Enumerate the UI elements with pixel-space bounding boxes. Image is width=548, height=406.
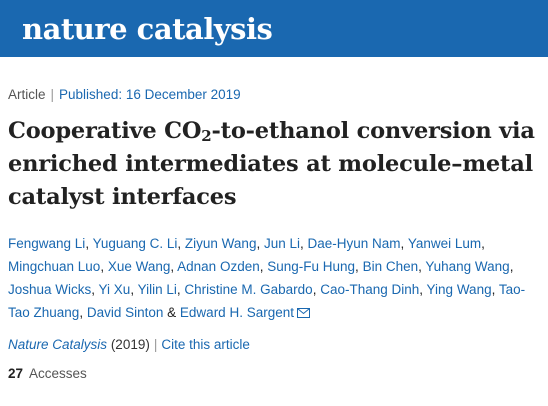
- journal-year: (2019): [110, 337, 150, 352]
- author-link[interactable]: Dae-Hyun Nam: [307, 236, 401, 251]
- published-label: Published:: [59, 87, 123, 102]
- author-separator: ,: [481, 236, 485, 251]
- author-separator: ,: [170, 259, 178, 274]
- cite-this-article-link[interactable]: Cite this article: [161, 337, 250, 352]
- author-link[interactable]: Adnan Ozden: [177, 259, 260, 274]
- author-separator: ,: [400, 236, 408, 251]
- author-link[interactable]: Jun Li: [263, 236, 300, 251]
- author-separator: ,: [491, 282, 499, 297]
- site-header: nature catalysis: [0, 0, 548, 57]
- author-separator: ,: [85, 236, 93, 251]
- author-separator: ,: [259, 259, 268, 274]
- author-link[interactable]: Joshua Wicks: [8, 282, 92, 297]
- author-link[interactable]: Ziyun Wang: [184, 236, 257, 251]
- journal-citation-line: Nature Catalysis (2019) | Cite this articl…: [8, 337, 541, 352]
- author-list: Fengwang Li, Yuguang C. Li, Ziyun Wang, …: [8, 232, 541, 324]
- author-separator: ,: [355, 259, 363, 274]
- author-link[interactable]: Xue Wang: [107, 259, 171, 274]
- title-subscript: 2: [201, 127, 212, 145]
- title-part-2: -to-ethanol conversion via enriched inte…: [8, 118, 535, 210]
- article-metrics: 27 Accesses: [8, 366, 541, 381]
- author-separator: ,: [256, 236, 264, 251]
- author-separator: ,: [177, 236, 185, 251]
- accesses-count: 27: [8, 366, 24, 381]
- author-separator: ,: [91, 282, 99, 297]
- mail-icon[interactable]: [296, 308, 310, 318]
- author-link[interactable]: Tao-Tao Zhuang: [8, 282, 526, 320]
- citation-divider: |: [153, 337, 158, 352]
- article-header: Article | Published: 16 December 2019 Co…: [0, 87, 548, 381]
- author-link[interactable]: Edward H. Sargent: [179, 305, 294, 320]
- meta-divider: |: [50, 87, 55, 102]
- author-link[interactable]: Yuguang C. Li: [92, 236, 178, 251]
- author-separator: ,: [176, 282, 185, 297]
- author-link[interactable]: Fengwang Li: [8, 236, 86, 251]
- author-link[interactable]: Sung-Fu Hung: [267, 259, 356, 274]
- author-link[interactable]: Mingchuan Luo: [8, 259, 101, 274]
- author-link[interactable]: David Sinton: [86, 305, 164, 320]
- author-link[interactable]: Yi Xu: [98, 282, 131, 297]
- author-separator: ,: [419, 282, 427, 297]
- author-link[interactable]: Yilin Li: [137, 282, 177, 297]
- article-meta: Article | Published: 16 December 2019: [8, 87, 541, 102]
- author-separator: ,: [312, 282, 321, 297]
- author-link[interactable]: Ying Wang: [426, 282, 492, 297]
- author-separator: ,: [79, 305, 87, 320]
- author-separator: ,: [130, 282, 138, 297]
- article-type: Article: [8, 87, 46, 102]
- author-link[interactable]: Yanwei Lum: [407, 236, 482, 251]
- author-separator: ,: [300, 236, 308, 251]
- author-link[interactable]: Cao-Thang Dinh: [320, 282, 420, 297]
- author-separator: ,: [418, 259, 426, 274]
- published-date: 16 December 2019: [125, 87, 241, 102]
- author-separator: ,: [509, 259, 514, 274]
- author-link[interactable]: Christine M. Gabardo: [184, 282, 313, 297]
- journal-logo[interactable]: nature catalysis: [22, 11, 273, 46]
- authors-conjunction: &: [167, 305, 177, 320]
- author-link[interactable]: Bin Chen: [362, 259, 419, 274]
- journal-name[interactable]: Nature Catalysis: [8, 337, 108, 352]
- title-part-1: Cooperative CO: [8, 118, 202, 144]
- author-separator: ,: [100, 259, 108, 274]
- author-link[interactable]: Yuhang Wang: [425, 259, 510, 274]
- accesses-label: Accesses: [29, 366, 87, 381]
- article-title: Cooperative CO2-to-ethanol conversion vi…: [8, 115, 541, 214]
